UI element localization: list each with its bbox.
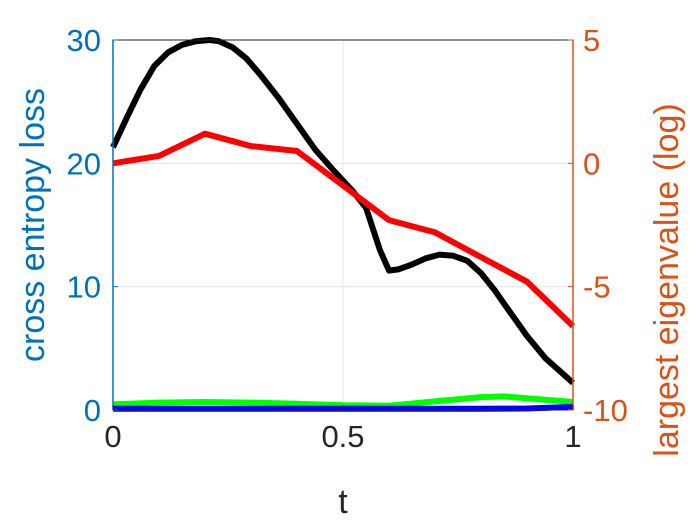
y-left-tick-label-1: 10 [67, 270, 101, 305]
series-group [110, 37, 576, 412]
y-right-tick-label-1: -5 [583, 270, 611, 305]
x-tick-label-2: 1 [564, 419, 581, 454]
y-right-tick-label-0: -10 [583, 393, 628, 428]
series-line-1 [112, 130, 576, 329]
x-axis-label: t [338, 483, 348, 521]
y-right-tick-label-2: 0 [583, 146, 600, 181]
x-tick-label-1: 0.5 [321, 419, 364, 454]
y-left-tick-label-0: 0 [84, 393, 101, 428]
x-tick-labels: 0 0.5 1 [104, 419, 581, 454]
y-right-axis-label: largest eigenvalue (log) [648, 103, 686, 456]
series-line-3 [113, 403, 574, 412]
y-left-tick-labels: 0 10 20 30 [67, 23, 101, 428]
x-tick-label-0: 0 [104, 419, 121, 454]
y-left-tick-label-3: 30 [67, 23, 101, 58]
series-line-2 [112, 393, 574, 409]
y-right-tick-label-3: 5 [583, 23, 600, 58]
y-left-tick-label-2: 20 [67, 146, 101, 181]
grid [113, 40, 573, 410]
y-right-tick-labels: -10 -5 0 5 [583, 23, 628, 428]
tick-marks [112, 39, 574, 411]
y-left-axis-label: cross entropy loss [14, 88, 52, 362]
